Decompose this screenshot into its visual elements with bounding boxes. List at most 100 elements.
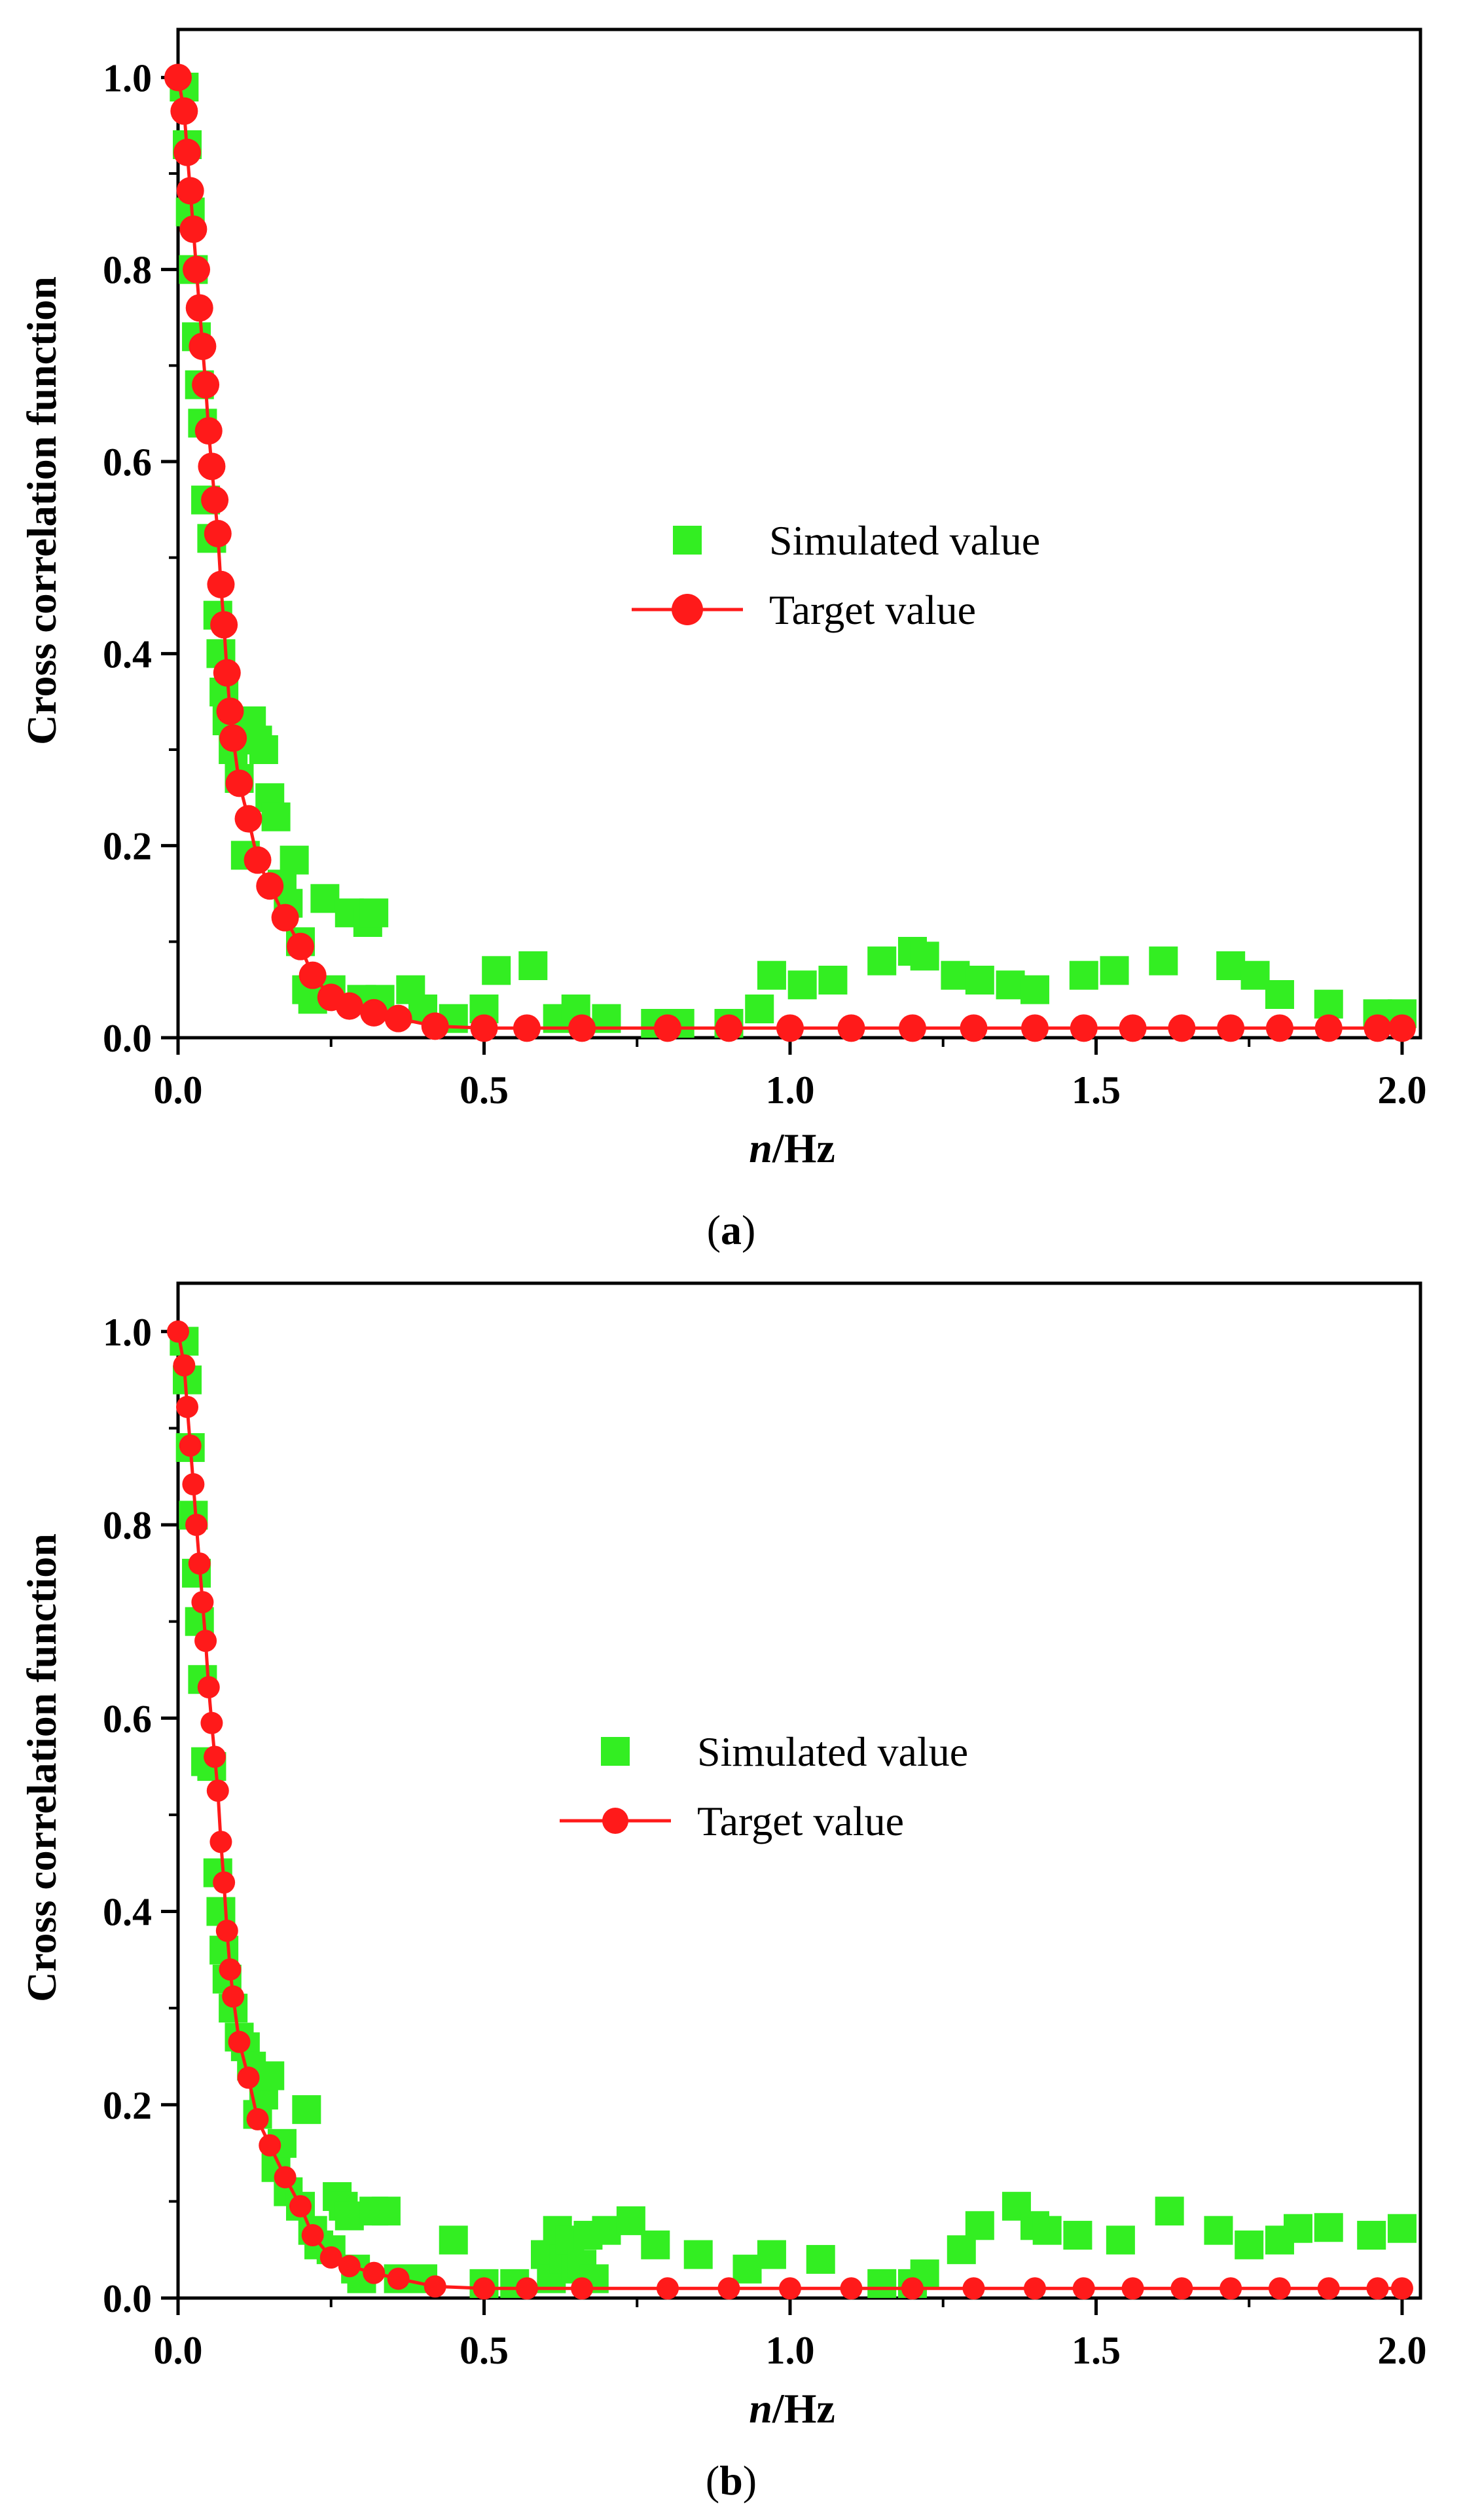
target-point bbox=[173, 138, 202, 166]
target-point bbox=[204, 520, 232, 547]
simulated-point bbox=[941, 960, 970, 990]
y-tick-label: 0.4 bbox=[103, 632, 152, 676]
simulated-point bbox=[1235, 2230, 1264, 2259]
simulated-point bbox=[683, 2240, 713, 2269]
caption-close-paren: ) bbox=[742, 1207, 755, 1253]
target-point bbox=[210, 611, 238, 639]
target-point bbox=[1314, 1014, 1343, 1042]
simulated-point bbox=[292, 2095, 321, 2125]
legend-simulated-marker bbox=[673, 526, 702, 555]
target-point bbox=[179, 1434, 202, 1457]
target-point bbox=[198, 452, 226, 481]
target-point bbox=[200, 1711, 223, 1734]
y-tick-label: 0.8 bbox=[103, 1504, 152, 1547]
simulated-point bbox=[757, 2240, 786, 2269]
simulated-point bbox=[1265, 980, 1294, 1009]
y-tick-label: 0.0 bbox=[103, 1017, 152, 1060]
caption-open-paren: ( bbox=[707, 1207, 721, 1253]
legend-simulated-marker bbox=[601, 1737, 630, 1766]
target-point bbox=[1217, 1014, 1245, 1042]
target-point bbox=[234, 805, 262, 833]
target-point bbox=[228, 2030, 251, 2053]
target-point bbox=[289, 2195, 312, 2218]
target-point bbox=[244, 846, 272, 874]
target-point bbox=[274, 2166, 297, 2189]
y-axis-label: Cross correlation function bbox=[18, 1533, 65, 2002]
target-point bbox=[219, 724, 247, 752]
target-point bbox=[338, 2255, 361, 2278]
target-point bbox=[1268, 2277, 1291, 2300]
target-point bbox=[201, 486, 229, 514]
target-point bbox=[194, 1630, 217, 1653]
legend-target-marker bbox=[602, 1808, 628, 1834]
x-tick-label: 1.5 bbox=[1072, 2329, 1121, 2372]
target-point bbox=[840, 2277, 863, 2300]
target-point bbox=[360, 998, 388, 1027]
x-tick-label: 2.0 bbox=[1377, 2329, 1426, 2372]
plot-frame bbox=[176, 1281, 1422, 2300]
target-point bbox=[1020, 1014, 1049, 1042]
x-tick-label: 1.5 bbox=[1072, 1068, 1121, 1112]
simulated-point bbox=[965, 2211, 994, 2240]
simulated-point bbox=[996, 970, 1025, 1000]
target-point bbox=[473, 2277, 496, 2300]
target-point bbox=[176, 177, 204, 205]
simulated-point bbox=[818, 966, 848, 995]
target-point bbox=[286, 932, 314, 960]
simulated-point bbox=[1069, 960, 1098, 990]
target-point bbox=[246, 2108, 269, 2130]
legend-simulated-label: Simulated value bbox=[697, 1728, 968, 1775]
simulated-point bbox=[439, 2225, 468, 2255]
target-point bbox=[568, 1014, 596, 1042]
x-tick-label: 2.0 bbox=[1377, 1068, 1426, 1112]
simulated-point bbox=[1216, 951, 1246, 980]
target-point bbox=[656, 2277, 679, 2300]
target-point bbox=[167, 1320, 189, 1343]
target-point bbox=[170, 97, 198, 125]
panel-caption: (a) bbox=[707, 1207, 756, 1253]
simulated-point bbox=[910, 941, 939, 971]
simulated-point bbox=[482, 956, 511, 985]
target-point bbox=[301, 2224, 324, 2247]
target-point bbox=[191, 1591, 214, 1614]
simulated-point bbox=[255, 2061, 285, 2091]
target-point bbox=[1170, 2277, 1193, 2300]
y-tick-label: 1.0 bbox=[103, 56, 152, 100]
x-tick-label: 0.0 bbox=[154, 2329, 203, 2372]
simulated-point bbox=[806, 2244, 835, 2274]
simulated-point bbox=[1032, 2216, 1062, 2245]
target-point bbox=[384, 1004, 412, 1032]
target-point bbox=[197, 1676, 220, 1699]
simulated-point bbox=[1155, 2197, 1184, 2226]
chart-panel-a: 0.0 0.5 1.0 1.5 2.0 0.0 0.2 0.4 0.6 0.8 1.0 n/Hz Cro… bbox=[18, 27, 1426, 1253]
simulated-point bbox=[1149, 946, 1178, 976]
target-point bbox=[207, 570, 235, 598]
chart-panel-b: 0.0 0.5 1.0 1.5 2.0 0.0 0.2 0.4 0.6 0.8 1.0 n/Hz Cro… bbox=[18, 1281, 1426, 2504]
target-point bbox=[206, 1780, 229, 1802]
target-point bbox=[1072, 2277, 1095, 2300]
simulated-point bbox=[310, 884, 340, 913]
target-point bbox=[571, 2277, 594, 2300]
target-point bbox=[1388, 1014, 1416, 1042]
target-point bbox=[1364, 1014, 1392, 1042]
target-point bbox=[176, 1395, 199, 1418]
target-point bbox=[219, 1958, 242, 1981]
y-axis-label: Cross correlation function bbox=[18, 276, 65, 745]
x-axis-label-unit: /Hz bbox=[772, 1125, 835, 1171]
x-axis-label-variable: n bbox=[749, 2385, 772, 2432]
simulated-point bbox=[1100, 956, 1129, 985]
target-point bbox=[1219, 2277, 1242, 2300]
y-tick-label: 0.8 bbox=[103, 249, 152, 292]
target-point bbox=[717, 2277, 740, 2300]
simulated-point bbox=[1387, 2214, 1417, 2243]
target-point bbox=[837, 1014, 865, 1042]
simulated-point bbox=[867, 946, 897, 976]
target-point bbox=[164, 64, 192, 92]
simulated-point bbox=[518, 951, 548, 980]
target-point bbox=[960, 1014, 988, 1042]
simulated-point bbox=[641, 2230, 670, 2259]
simulated-point bbox=[249, 735, 278, 764]
target-point bbox=[173, 1354, 196, 1377]
target-point bbox=[387, 2267, 410, 2290]
